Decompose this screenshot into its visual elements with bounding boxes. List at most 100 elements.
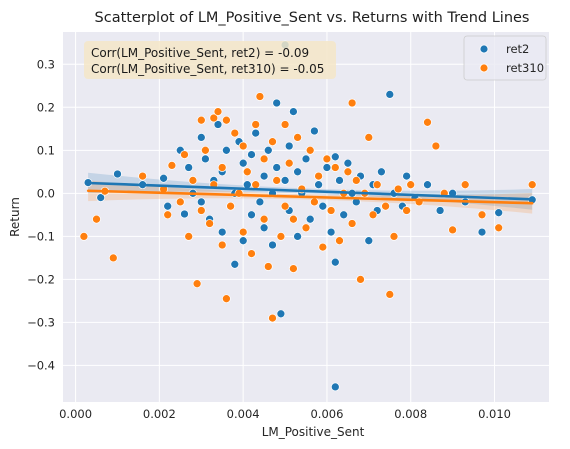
data-point-ret310	[431, 141, 441, 151]
data-point-ret310	[255, 92, 265, 101]
data-point-ret310	[238, 141, 248, 151]
data-point-ret2	[330, 257, 340, 267]
data-point-ret2	[318, 201, 328, 211]
data-point-ret2	[322, 163, 332, 172]
data-point-ret2	[217, 227, 227, 237]
trend-line-ret310	[86, 189, 534, 205]
data-point-ret310	[322, 154, 332, 164]
x-tick-label: 0.008	[394, 407, 427, 421]
data-point-ret2	[385, 90, 395, 99]
data-point-ret310	[92, 214, 101, 224]
data-point-ret2	[276, 309, 286, 319]
data-point-ret310	[201, 145, 210, 155]
data-point-ret2	[377, 167, 386, 177]
data-point-ret310	[356, 275, 365, 284]
data-point-ret2	[213, 120, 223, 129]
data-point-ret2	[284, 141, 294, 151]
data-point-ret310	[180, 150, 189, 159]
x-tick-label: 0.010	[478, 407, 511, 421]
data-point-ret2	[435, 206, 445, 215]
data-point-ret310	[251, 180, 261, 190]
data-point-ret2	[477, 227, 487, 237]
data-point-ret310	[280, 120, 290, 129]
data-point-ret2	[113, 169, 122, 179]
y-tick-label: 0.0	[37, 186, 55, 200]
data-point-ret2	[238, 236, 248, 246]
data-point-ret2	[184, 163, 194, 172]
data-point-ret310	[335, 236, 344, 246]
data-point-ret310	[314, 171, 323, 181]
data-point-ret310	[284, 158, 294, 168]
data-point-ret310	[238, 227, 248, 237]
data-point-ret310	[372, 180, 382, 190]
legend: ret2 ret310	[463, 35, 547, 81]
data-point-ret310	[259, 214, 269, 224]
data-point-ret310	[305, 145, 315, 155]
data-point-ret310	[175, 197, 185, 207]
data-point-ret310	[226, 201, 235, 211]
data-point-ret2	[259, 171, 269, 181]
data-point-ret2	[293, 232, 302, 241]
y-tick-label: 0.3	[37, 57, 55, 71]
data-point-ret2	[268, 240, 277, 250]
y-axis-label: Return	[8, 197, 22, 237]
legend-marker-ret2	[479, 44, 489, 54]
legend-label-ret310: ret310	[506, 61, 544, 75]
data-point-ret2	[272, 98, 282, 108]
x-tick-label: 0.006	[310, 407, 343, 421]
data-point-ret310	[423, 117, 432, 127]
data-point-ret2	[280, 176, 290, 185]
data-point-ret2	[330, 152, 340, 162]
data-point-ret2	[255, 197, 265, 207]
trend-line-ret2	[86, 181, 534, 201]
data-points	[79, 40, 537, 392]
y-tick-label: −0.2	[27, 272, 55, 286]
data-point-ret310	[402, 206, 411, 215]
data-point-ret2	[259, 223, 269, 233]
data-point-ret310	[268, 137, 277, 147]
data-point-ret2	[230, 259, 240, 269]
data-point-ret310	[385, 290, 395, 299]
data-point-ret310	[276, 232, 286, 241]
data-point-ret310	[263, 262, 273, 271]
data-point-ret310	[351, 176, 361, 185]
annotation-line-ret2: Corr(LM_Positive_Sent, ret2) = -0.09	[91, 46, 309, 60]
data-point-ret310	[318, 242, 328, 252]
data-point-ret310	[192, 279, 202, 289]
data-point-ret310	[272, 176, 282, 185]
data-point-ret310	[108, 253, 118, 263]
trend-lines	[86, 181, 534, 205]
x-tick-label: 0.004	[227, 407, 260, 421]
data-point-ret310	[389, 232, 399, 241]
data-point-ret310	[527, 180, 537, 190]
data-point-ret310	[247, 249, 256, 258]
data-point-ret310	[477, 210, 487, 220]
data-point-ret2	[163, 201, 173, 211]
data-point-ret310	[196, 115, 206, 125]
chart-title: Scatterplot of LM_Positive_Sent vs. Retu…	[95, 10, 530, 26]
data-point-ret2	[159, 173, 168, 183]
annotation-line-ret310: Corr(LM_Positive_Sent, ret310) = -0.05	[91, 62, 324, 76]
x-tick-label: 0.000	[59, 407, 92, 421]
data-point-ret310	[393, 184, 403, 194]
data-point-ret2	[201, 154, 210, 164]
x-tick-label: 0.002	[143, 407, 176, 421]
data-point-ret2	[196, 133, 206, 142]
data-point-ret310	[213, 107, 223, 116]
data-point-ret2	[301, 154, 311, 164]
data-point-ret2	[238, 158, 248, 168]
data-point-ret310	[188, 176, 198, 185]
data-point-ret310	[280, 201, 290, 211]
data-point-ret310	[368, 210, 378, 220]
data-point-ret2	[293, 167, 302, 177]
data-point-ret310	[326, 206, 336, 215]
data-point-ret310	[196, 206, 206, 215]
data-point-ret2	[423, 180, 432, 190]
data-point-ret310	[289, 264, 298, 273]
y-tick-label: 0.1	[37, 143, 55, 157]
data-point-ret310	[217, 163, 227, 172]
data-point-ret310	[330, 163, 340, 172]
data-point-ret2	[339, 210, 349, 220]
legend-label-ret2: ret2	[506, 42, 529, 56]
